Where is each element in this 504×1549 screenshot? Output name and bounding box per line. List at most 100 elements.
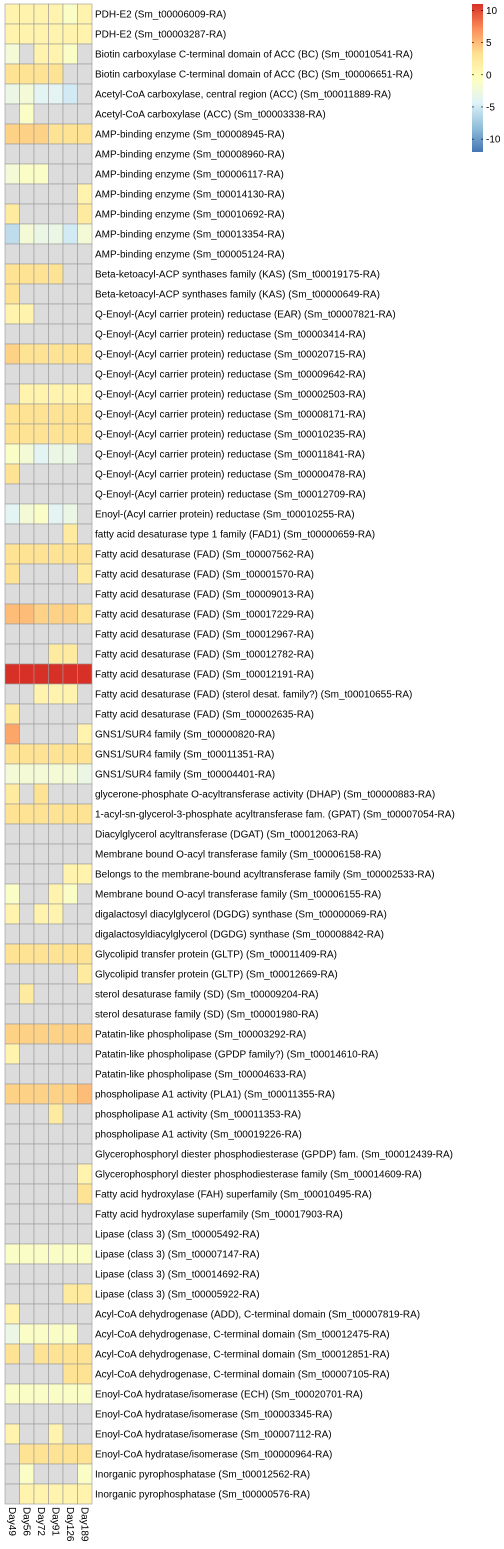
heatmap-cell bbox=[77, 883, 93, 905]
heatmap-cell bbox=[48, 1283, 64, 1305]
heatmap-cell bbox=[33, 143, 49, 165]
row-label: Q-Enoyl-(Acyl carrier protein) reductase… bbox=[95, 430, 366, 441]
heatmap-cell bbox=[48, 823, 64, 845]
heatmap-cell bbox=[62, 963, 78, 985]
column-label: Day56 bbox=[20, 1507, 31, 1536]
row-label: Biotin carboxylase C-terminal domain of … bbox=[95, 70, 413, 81]
heatmap-cell bbox=[62, 943, 78, 965]
heatmap-cell bbox=[48, 763, 64, 785]
heatmap-cell bbox=[19, 423, 35, 445]
heatmap-cell bbox=[19, 283, 35, 305]
heatmap-cell bbox=[4, 243, 20, 265]
heatmap-cell bbox=[48, 983, 64, 1005]
heatmap-cell bbox=[4, 1003, 20, 1025]
heatmap-cell bbox=[62, 783, 78, 805]
heatmap-cell bbox=[4, 1463, 20, 1485]
heatmap-cell bbox=[19, 503, 35, 525]
row-label: GNS1/SUR4 family (Sm_t00004401-RA) bbox=[95, 770, 275, 781]
heatmap-cell bbox=[33, 923, 49, 945]
heatmap-cell bbox=[4, 823, 20, 845]
heatmap-cell bbox=[62, 423, 78, 445]
heatmap-cell bbox=[33, 723, 49, 745]
heatmap-cell bbox=[4, 323, 20, 345]
row-label: AMP-binding enzyme (Sm_t00010692-RA) bbox=[95, 210, 285, 221]
heatmap-cell bbox=[77, 3, 93, 25]
heatmap-cell bbox=[19, 783, 35, 805]
heatmap-cell bbox=[19, 623, 35, 645]
heatmap-cell bbox=[33, 943, 49, 965]
heatmap-cell bbox=[4, 1243, 20, 1265]
heatmap-cell bbox=[33, 1283, 49, 1305]
heatmap-cell bbox=[77, 583, 93, 605]
heatmap-cell bbox=[62, 1023, 78, 1045]
row-label: AMP-binding enzyme (Sm_t00008960-RA) bbox=[95, 150, 285, 161]
heatmap-cell bbox=[62, 623, 78, 645]
heatmap-cell bbox=[19, 643, 35, 665]
heatmap-cell bbox=[33, 683, 49, 705]
heatmap-cell bbox=[77, 983, 93, 1005]
heatmap-cell bbox=[33, 343, 49, 365]
heatmap-cell bbox=[62, 1403, 78, 1425]
heatmap-cell bbox=[48, 863, 64, 885]
row-label: glycerone-phosphate O-acyltransferase ac… bbox=[95, 790, 435, 801]
heatmap-cell bbox=[62, 1283, 78, 1305]
heatmap-cell bbox=[19, 443, 35, 465]
heatmap-cell bbox=[77, 923, 93, 945]
heatmap-cell bbox=[4, 503, 20, 525]
heatmap-cell bbox=[4, 983, 20, 1005]
heatmap-cell bbox=[77, 803, 93, 825]
heatmap-cell bbox=[33, 1123, 49, 1145]
heatmap-cell bbox=[4, 303, 20, 325]
heatmap-cell bbox=[33, 1063, 49, 1085]
heatmap-cell bbox=[48, 523, 64, 545]
heatmap-cell bbox=[33, 1403, 49, 1425]
row-label: AMP-binding enzyme (Sm_t00005124-RA) bbox=[95, 250, 285, 261]
heatmap-cell bbox=[48, 1223, 64, 1245]
heatmap-cell bbox=[33, 1023, 49, 1045]
heatmap-cell bbox=[33, 1443, 49, 1465]
heatmap-cell bbox=[19, 183, 35, 205]
heatmap-cell bbox=[62, 123, 78, 145]
heatmap-cell bbox=[19, 263, 35, 285]
heatmap-cell bbox=[4, 1183, 20, 1205]
heatmap-cell bbox=[62, 1443, 78, 1465]
heatmap-cell bbox=[33, 1263, 49, 1285]
heatmap-cell bbox=[48, 83, 64, 105]
heatmap-cell bbox=[62, 283, 78, 305]
heatmap-cell bbox=[4, 1383, 20, 1405]
heatmap-cell bbox=[62, 843, 78, 865]
heatmap-cell bbox=[33, 323, 49, 345]
heatmap-cell bbox=[48, 1003, 64, 1025]
heatmap-cell bbox=[77, 1003, 93, 1025]
heatmap-cell bbox=[4, 1043, 20, 1065]
heatmap-cell bbox=[48, 683, 64, 705]
row-label: Membrane bound O-acyl transferase family… bbox=[95, 890, 381, 901]
heatmap-cell bbox=[19, 923, 35, 945]
heatmap-cell bbox=[62, 1343, 78, 1365]
heatmap-cell bbox=[33, 1143, 49, 1165]
heatmap-cell bbox=[4, 63, 20, 85]
row-label: Q-Enoyl-(Acyl carrier protein) reductase… bbox=[95, 330, 366, 341]
heatmap-cell bbox=[19, 303, 35, 325]
heatmap-cell bbox=[62, 1383, 78, 1405]
heatmap-cell bbox=[62, 863, 78, 885]
heatmap-cell bbox=[77, 1023, 93, 1045]
heatmap-cell bbox=[19, 83, 35, 105]
heatmap-cell bbox=[33, 603, 49, 625]
heatmap-cell bbox=[33, 1043, 49, 1065]
heatmap-cell bbox=[19, 63, 35, 85]
heatmap-cell bbox=[19, 1083, 35, 1105]
heatmap-cell bbox=[33, 1243, 49, 1265]
heatmap-cell bbox=[33, 983, 49, 1005]
heatmap-cell bbox=[62, 1203, 78, 1225]
row-label: Fatty acid desaturase (FAD) (Sm_t0001219… bbox=[95, 670, 314, 681]
heatmap-cell bbox=[77, 103, 93, 125]
heatmap-cell bbox=[33, 1483, 49, 1505]
heatmap-cell bbox=[48, 103, 64, 125]
heatmap-cell bbox=[48, 443, 64, 465]
heatmap-cell bbox=[48, 343, 64, 365]
heatmap-cell bbox=[48, 783, 64, 805]
heatmap-cell bbox=[19, 1363, 35, 1385]
heatmap-cell bbox=[19, 343, 35, 365]
legend-ticks: 10 5 0 -5 -10 bbox=[472, 6, 501, 146]
